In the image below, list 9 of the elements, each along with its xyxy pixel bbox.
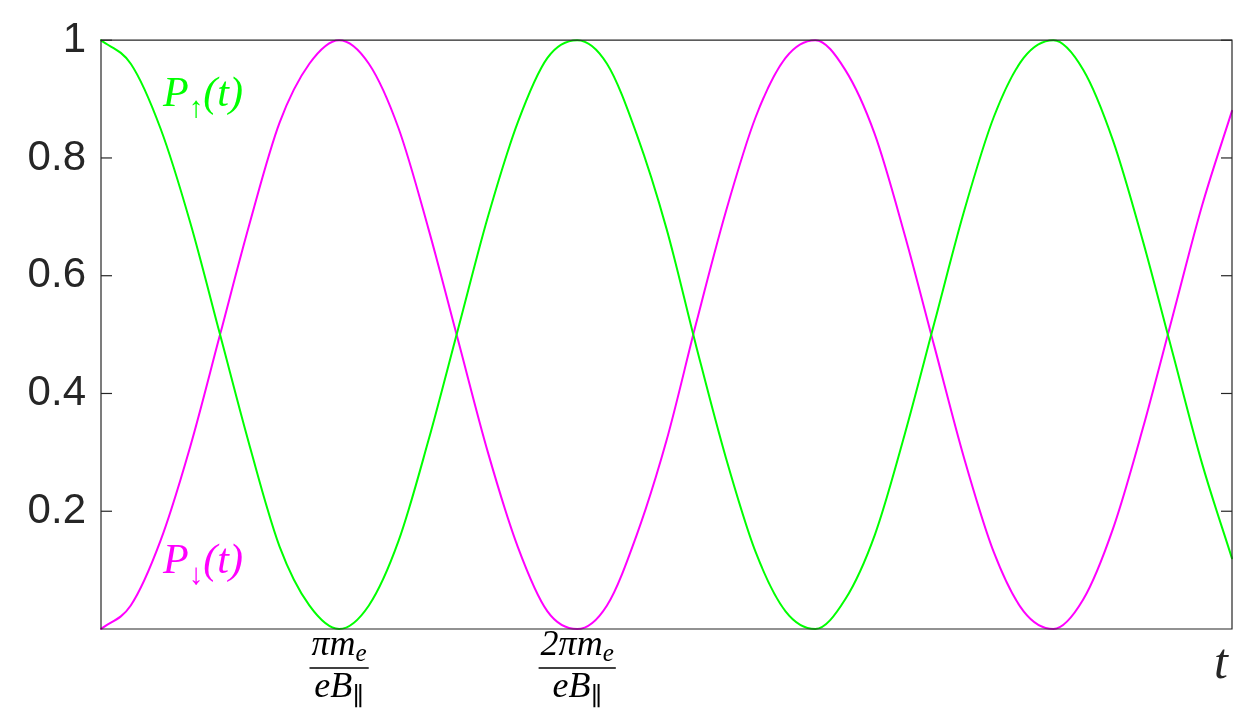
y-tick-label: 0.4	[27, 367, 86, 415]
series-label: P↓(t)	[162, 536, 244, 590]
y-tick-label: 1	[62, 13, 86, 61]
x-axis-title: t	[1214, 633, 1230, 689]
y-tick-label: 0.2	[27, 484, 86, 532]
line-series	[100, 39, 1233, 630]
y-tick-label: 0.6	[27, 249, 86, 297]
y-tick-label: 0.8	[27, 131, 86, 179]
series-label: P↑(t)	[162, 69, 244, 123]
